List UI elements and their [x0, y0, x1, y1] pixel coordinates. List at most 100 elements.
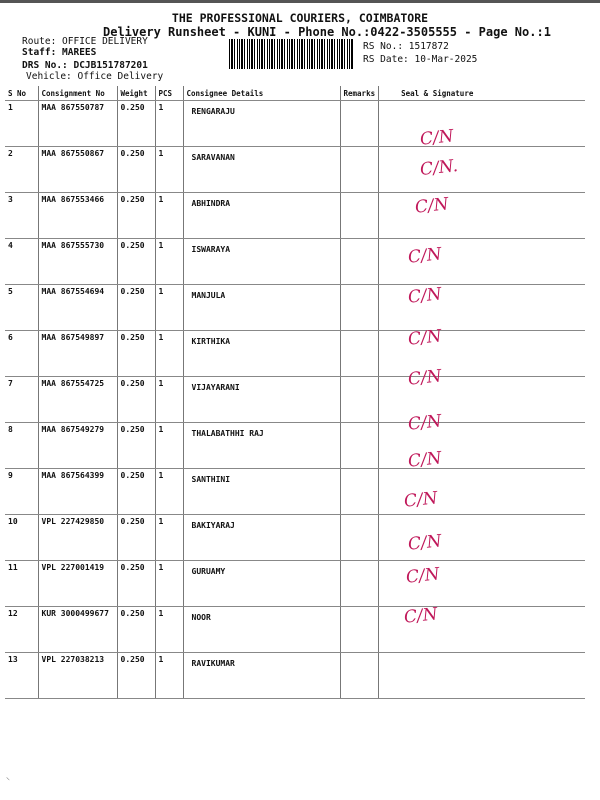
cell-pcs: 1 [154, 192, 183, 239]
cell-pcs: 1 [154, 376, 183, 423]
cell-sno: 6 [5, 330, 38, 377]
handwritten-signature: C/N [419, 126, 455, 150]
cell-pcs: 1 [154, 652, 183, 699]
cell-remarks [339, 376, 379, 423]
cell-cons: MAA 867553466 [37, 192, 117, 239]
cell-seal [378, 146, 585, 193]
company-title: THE PROFESSIONAL COURIERS, COIMBATORE [171, 11, 429, 25]
scan-edge [0, 0, 600, 3]
cell-name: SANTHINI [182, 468, 340, 515]
cell-name: VIJAYARANI [182, 376, 340, 423]
cell-remarks [339, 100, 379, 147]
cell-remarks [339, 606, 379, 653]
cell-weight: 0.250 [116, 100, 155, 147]
table-row: 10 VPL 227429850 0.250 1 BAKIYARAJ [5, 514, 585, 561]
cell-weight: 0.250 [116, 560, 155, 607]
cell-seal [378, 330, 585, 377]
cell-sno: 2 [5, 146, 38, 193]
cell-sno: 7 [5, 376, 38, 423]
handwritten-signature: C/N [407, 366, 443, 390]
cell-seal [378, 422, 585, 469]
cell-remarks [339, 284, 379, 331]
table-row: 12 KUR 3000499677 0.250 1 NOOR [5, 606, 585, 653]
cell-remarks [339, 514, 379, 561]
cell-name: RENGARAJU [182, 100, 340, 147]
cell-weight: 0.250 [116, 330, 155, 377]
cell-pcs: 1 [154, 606, 183, 653]
cell-pcs: 1 [154, 284, 183, 331]
rs-number: RS No.: 1517872 [363, 41, 449, 52]
cell-pcs: 1 [154, 560, 183, 607]
cell-name: BAKIYARAJ [182, 514, 340, 561]
cell-cons: MAA 867564399 [37, 468, 117, 515]
handwritten-signature: C/N [407, 531, 443, 555]
cell-name: SARAVANAN [182, 146, 340, 193]
table-row: 4 MAA 867555730 0.250 1 ISWARAYA [5, 238, 585, 285]
handwritten-signature: C/N [407, 244, 443, 268]
cell-pcs: 1 [154, 468, 183, 515]
handwritten-signature: C/N [414, 194, 450, 218]
cell-cons: MAA 867549897 [37, 330, 117, 377]
table-row: 13 VPL 227038213 0.250 1 RAVIKUMAR [5, 652, 585, 699]
handwritten-signature: C/N [407, 448, 443, 472]
cell-cons: MAA 867554694 [37, 284, 117, 331]
cell-remarks [339, 652, 379, 699]
cell-weight: 0.250 [116, 606, 155, 653]
cell-seal [378, 652, 585, 699]
cell-sno: 8 [5, 422, 38, 469]
cell-sno: 5 [5, 284, 38, 331]
column-header: Remarks [339, 86, 379, 101]
cell-seal [378, 284, 585, 331]
cell-weight: 0.250 [116, 468, 155, 515]
rs-date: RS Date: 10-Mar-2025 [363, 54, 478, 65]
cell-name: ISWARAYA [182, 238, 340, 285]
table-row: 8 MAA 867549279 0.250 1 THALABATHHI RAJ [5, 422, 585, 469]
cell-remarks [339, 192, 379, 239]
cell-weight: 0.250 [116, 192, 155, 239]
handwritten-signature: C/N [403, 604, 439, 628]
handwritten-signature: C/N [405, 564, 441, 588]
cell-sno: 12 [5, 606, 38, 653]
cell-pcs: 1 [154, 238, 183, 285]
runsheet-subtitle: Delivery Runsheet - KUNI - Phone No.:042… [103, 25, 551, 39]
cell-remarks [339, 238, 379, 285]
route: Route: OFFICE DELIVERY [22, 36, 148, 47]
handwritten-signature: C/N [407, 284, 443, 308]
cell-seal [378, 238, 585, 285]
cell-weight: 0.250 [116, 238, 155, 285]
table-row: 6 MAA 867549897 0.250 1 KIRTHIKA [5, 330, 585, 377]
cell-cons: KUR 3000499677 [37, 606, 117, 653]
table-header: S No Consignment No Weight PCS Consignee Det… [5, 86, 585, 101]
cell-sno: 11 [5, 560, 38, 607]
cell-name: MANJULA [182, 284, 340, 331]
handwritten-signature: C/N [403, 488, 439, 512]
cell-cons: VPL 227001419 [37, 560, 117, 607]
cell-pcs: 1 [154, 100, 183, 147]
table-row: 1 MAA 867550787 0.250 1 RENGARAJU [5, 100, 585, 147]
cell-seal [378, 560, 585, 607]
cell-remarks [339, 146, 379, 193]
cell-pcs: 1 [154, 330, 183, 377]
cell-weight: 0.250 [116, 376, 155, 423]
cell-sno: 9 [5, 468, 38, 515]
cell-name: KIRTHIKA [182, 330, 340, 377]
cell-sno: 13 [5, 652, 38, 699]
cell-weight: 0.250 [116, 514, 155, 561]
cell-sno: 1 [5, 100, 38, 147]
table-row: 5 MAA 867554694 0.250 1 MANJULA [5, 284, 585, 331]
handwritten-signature: C/N. [419, 156, 459, 180]
cell-cons: VPL 227038213 [37, 652, 117, 699]
column-header: S No [5, 86, 38, 101]
table-row: 9 MAA 867564399 0.250 1 SANTHINI [5, 468, 585, 515]
cell-sno: 10 [5, 514, 38, 561]
cell-name: GURUAMY [182, 560, 340, 607]
cell-cons: MAA 867554725 [37, 376, 117, 423]
cell-remarks [339, 560, 379, 607]
table-row: 11 VPL 227001419 0.250 1 GURUAMY [5, 560, 585, 607]
cell-sno: 4 [5, 238, 38, 285]
cell-weight: 0.250 [116, 652, 155, 699]
column-header: Seal & Signature [378, 86, 585, 101]
cell-pcs: 1 [154, 422, 183, 469]
cell-seal [378, 468, 585, 515]
handwritten-signature: C/N [407, 411, 443, 435]
